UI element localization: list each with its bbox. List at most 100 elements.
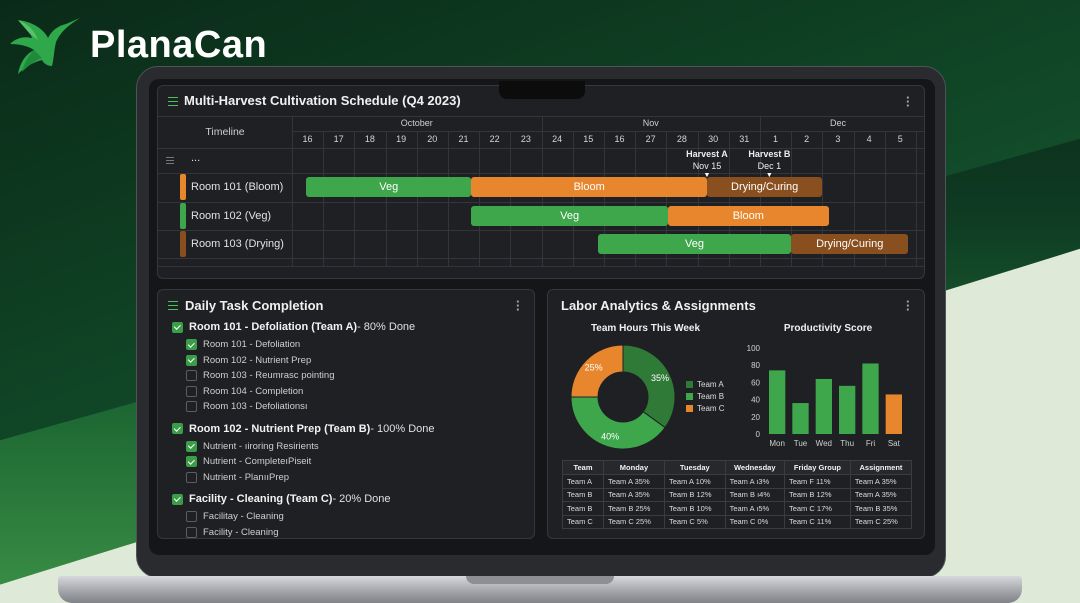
x-tick-label: Thu	[840, 439, 854, 448]
table-cell: Team C 11%	[783, 514, 851, 529]
legend-label: Team A	[697, 379, 724, 389]
task-group[interactable]: Room 101 - Defoliation (Team A) - 80% Do…	[172, 321, 415, 333]
task-group-status: - 80% Done	[357, 321, 416, 333]
grid-hline	[158, 173, 924, 174]
task-group[interactable]: Room 102 - Nutrient Prep (Team B) - 100%…	[172, 423, 435, 435]
task-item[interactable]: Facilitay - Cleaning	[186, 511, 284, 522]
column-header: Tuesday	[664, 460, 726, 475]
drying-phase-bar[interactable]: Drying/Curing	[791, 234, 909, 254]
day-label: 2	[804, 134, 810, 144]
table-row: Team B Team A 35% Team B 12% Team B ı4% Team…	[562, 487, 913, 502]
productivity-title: Productivity Score	[783, 323, 873, 334]
table-cell: Team A 35%	[602, 474, 666, 489]
grid-hline	[158, 202, 924, 203]
grid-vline	[635, 132, 637, 266]
task-menu-icon[interactable]: · · ·	[516, 294, 521, 317]
grid-vline	[572, 132, 574, 266]
column-header: Monday	[602, 460, 666, 475]
table-header-row: Team Monday Tuesday Wednesday Friday Group As…	[562, 460, 913, 475]
grid-vline	[448, 132, 449, 266]
task-checkbox[interactable]	[186, 511, 197, 522]
donut-slice	[570, 396, 666, 450]
task-item[interactable]: Nutrient - ıiroring Resirients	[186, 440, 319, 452]
row-color-swatch	[180, 231, 186, 257]
veg-phase-bar[interactable]: Veg	[306, 177, 472, 197]
task-checkbox[interactable]	[186, 370, 197, 381]
task-checkbox[interactable]	[172, 493, 183, 505]
task-checkbox[interactable]	[186, 526, 197, 538]
table-row: Team C Team C 25% Team C 5% Team C 0% Team C…	[562, 514, 913, 529]
table-cell: Team C 17%	[783, 501, 851, 516]
table-cell: Team B ı4%	[724, 487, 785, 502]
grid-hline	[158, 148, 924, 149]
laptop-base-notch	[466, 576, 614, 584]
table-cell: Team B 12%	[664, 487, 726, 502]
y-tick-label: 20	[751, 413, 760, 422]
x-tick-label: Fri	[866, 439, 876, 448]
table-cell: Team B 10%	[664, 501, 726, 516]
day-label: 19	[396, 134, 407, 144]
milestone-marker-icon: ▼	[703, 172, 711, 179]
cultivation-schedule-panel: Multi-Harvest Cultivation Schedule (Q4 2…	[157, 85, 925, 279]
productivity-bar	[862, 363, 879, 434]
task-checkbox[interactable]	[186, 471, 197, 483]
column-header: Friday Group	[783, 460, 851, 475]
task-checkbox[interactable]	[186, 339, 197, 350]
y-tick-label: 80	[751, 361, 760, 370]
task-item[interactable]: Nutrient - CompleteıPiseit	[186, 456, 311, 467]
task-checkbox[interactable]	[172, 321, 183, 333]
x-tick-label: Tue	[794, 439, 808, 448]
task-item[interactable]: Room 103 - Defoliationsı	[186, 401, 308, 412]
labor-menu-icon[interactable]: · · ·	[906, 294, 911, 317]
table-cell: Team C 25%	[602, 514, 666, 529]
task-checkbox[interactable]	[186, 385, 197, 397]
veg-phase-bar[interactable]: Veg	[597, 234, 792, 254]
y-tick-label: 60	[751, 378, 760, 387]
slice-label: 35%	[651, 373, 669, 383]
legend-item: Team A	[686, 378, 725, 390]
task-group-status: - 100% Done	[370, 422, 435, 435]
y-tick-label: 0	[756, 430, 761, 439]
grid-vline	[385, 132, 387, 266]
milestone-title: Harvest A	[686, 149, 728, 159]
row-label: Room 102 (Veg)	[191, 210, 272, 222]
grid-vline	[666, 132, 668, 266]
bloom-phase-bar[interactable]: Bloom	[471, 177, 707, 197]
table-cell: Team B 35%	[849, 501, 913, 516]
grid-vline	[510, 132, 512, 266]
task-item[interactable]: Room 104 - Completion	[186, 385, 303, 397]
task-checkbox[interactable]	[186, 440, 197, 452]
month-label: Dec	[829, 118, 846, 128]
brand-name: PlanaCan	[90, 23, 268, 66]
task-group[interactable]: Facility - Cleaning (Team C) - 20% Done	[172, 493, 391, 505]
task-checkbox[interactable]	[186, 401, 197, 412]
camera-notch	[499, 81, 585, 99]
task-checkbox[interactable]	[186, 456, 197, 467]
bloom-phase-bar[interactable]: Bloom	[667, 206, 829, 226]
legend-item: Team B	[686, 390, 725, 402]
grid-vline	[916, 132, 917, 266]
productivity-bar	[769, 370, 786, 434]
day-label: 18	[364, 134, 375, 144]
task-item[interactable]: Facility - Cleaning	[186, 526, 279, 538]
task-item[interactable]: Room 101 - Defoliation	[186, 339, 300, 350]
table-cell: Team C	[562, 514, 604, 529]
task-checkbox[interactable]	[186, 354, 197, 366]
veg-phase-bar[interactable]: Veg	[471, 206, 668, 226]
task-item[interactable]: Room 102 - Nutrient Prep	[186, 354, 311, 366]
task-item[interactable]: Room 103 - Reumrasc pointing	[186, 370, 334, 381]
schedule-menu-icon[interactable]: · · ·	[906, 90, 911, 113]
drying-phase-bar[interactable]: Drying/Curing	[706, 177, 823, 197]
task-group-name: Room 102 - Nutrient Prep (Team B)	[189, 422, 371, 435]
task-item[interactable]: Nutrient - PlanııPrep	[186, 471, 289, 483]
task-item-label: Room 103 - Defoliationsı	[203, 401, 308, 412]
task-item-label: Room 101 - Defoliation	[203, 339, 301, 350]
grid-vline	[354, 132, 356, 266]
row-color-swatch	[180, 174, 186, 200]
milestone: Harvest B Dec 1 ▼	[734, 148, 804, 179]
task-checkbox[interactable]	[172, 423, 183, 434]
table-cell: Team A ı3%	[724, 474, 785, 489]
team-hours-legend: Team A Team B Team C	[686, 378, 725, 414]
legend-label: Team B	[697, 391, 725, 401]
gantt-chart: Timeline October Nov Dec 16 17 18 19 20 21 22 23 24 1…	[158, 116, 924, 278]
